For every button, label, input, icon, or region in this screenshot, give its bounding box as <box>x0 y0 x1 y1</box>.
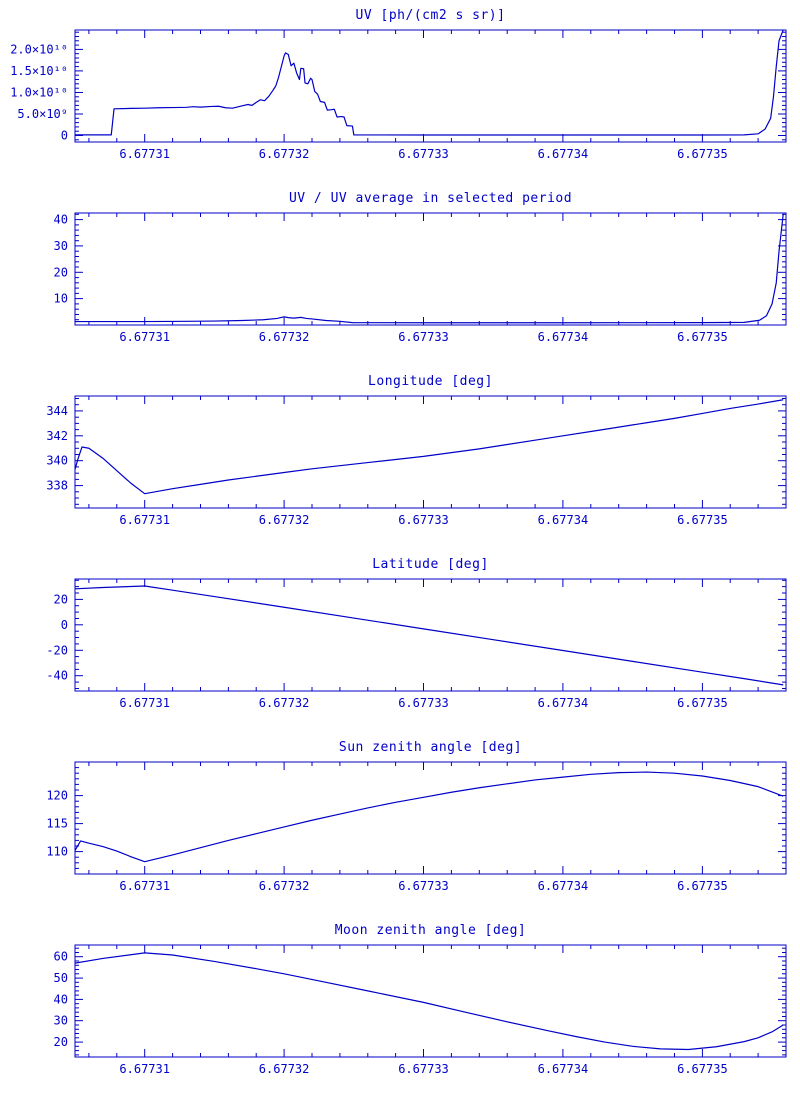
tick-marks <box>75 761 787 875</box>
tick-marks <box>75 213 787 326</box>
x-tick-label: 6.67735 <box>677 696 728 710</box>
y-tick-label: 30 <box>54 1014 68 1028</box>
sun-zenith-plot: 6.67731 6.67732 6.67733 6.67734 6.67735 110 11… <box>0 756 800 916</box>
x-tick-label: 6.67733 <box>398 696 449 710</box>
chart-latitude: Latitude [deg] 6.67731 6.67732 6.67733 6.67… <box>0 551 800 734</box>
chart-title-uv: UV [ph/(cm2 s sr)] <box>355 8 506 23</box>
x-tick-label: 6.67735 <box>677 330 728 344</box>
uv-plot: 6.67731 6.67732 6.67733 6.67734 6.67735 0 5.0×… <box>0 24 800 184</box>
x-tick-label: 6.67734 <box>538 513 589 527</box>
y-tick-label: 0 <box>61 129 68 143</box>
y-tick-label: 10 <box>54 292 68 306</box>
axis-box <box>74 944 787 1058</box>
moon-zenith-svg: 6.67731 6.67732 6.67733 6.67734 6.67735 20 30 4… <box>54 944 787 1076</box>
chart-title-uv-ratio: UV / UV average in selected period <box>288 191 573 206</box>
tick-marks <box>75 30 787 142</box>
chart-uv: UV [ph/(cm2 s sr)] 6.67731 6.67732 6.67733… <box>0 2 800 185</box>
x-tick-label: 6.67733 <box>398 147 449 161</box>
x-tick-label: 6.67735 <box>677 879 728 893</box>
moon-zenith-data-line <box>75 952 784 1051</box>
y-tick-label: 5.0×10⁹ <box>17 107 68 121</box>
y-tick-label: 342 <box>46 429 68 443</box>
chart-title-latitude: Latitude [deg] <box>372 557 489 572</box>
tick-marks <box>75 945 787 1057</box>
x-tick-label: 6.67732 <box>259 147 310 161</box>
y-tick-label: 60 <box>54 950 68 964</box>
x-tick-label: 6.67732 <box>259 1062 310 1076</box>
latitude-plot: 6.67731 6.67732 6.67733 6.67734 6.67735 -40 -2… <box>0 573 800 733</box>
x-tick-label: 6.67732 <box>259 696 310 710</box>
x-tick-label: 6.67733 <box>398 879 449 893</box>
y-tick-label: -40 <box>46 669 68 683</box>
x-tick-label: 6.67731 <box>119 1062 170 1076</box>
axis-box <box>74 395 787 509</box>
axis-box <box>74 578 787 692</box>
y-tick-label: -20 <box>46 643 68 657</box>
y-tick-label: 20 <box>54 592 68 606</box>
x-tick-label: 6.67734 <box>538 696 589 710</box>
x-tick-label: 6.67733 <box>398 1062 449 1076</box>
x-tick-label: 6.67732 <box>259 879 310 893</box>
x-tick-label: 6.67732 <box>259 330 310 344</box>
uv-ratio-data-line <box>75 214 784 324</box>
y-tick-label: 1.5×10¹⁰ <box>10 64 68 78</box>
y-tick-label: 115 <box>46 817 68 831</box>
x-tick-label: 6.67734 <box>538 330 589 344</box>
axis-box <box>74 212 787 326</box>
x-tick-label: 6.67732 <box>259 513 310 527</box>
chart-longitude: Longitude [deg] 6.67731 6.67732 6.67733 6.6… <box>0 368 800 551</box>
uv-data-line <box>75 30 784 136</box>
y-tick-label: 1.0×10¹⁰ <box>10 86 68 100</box>
x-tick-label: 6.67735 <box>677 147 728 161</box>
x-tick-label: 6.67733 <box>398 330 449 344</box>
latitude-data-line <box>75 585 784 686</box>
sun-zenith-data-line <box>75 771 784 863</box>
y-tick-label: 40 <box>54 992 68 1006</box>
y-tick-label: 340 <box>46 454 68 468</box>
chart-title-longitude: Longitude [deg] <box>368 374 493 389</box>
chart-title-moon-zenith: Moon zenith angle [deg] <box>334 923 527 938</box>
uv-svg: 6.67731 6.67732 6.67733 6.67734 6.67735 0 5.0×… <box>10 29 787 161</box>
y-tick-label: 0 <box>61 618 68 632</box>
y-tick-label: 50 <box>54 971 68 985</box>
chart-sun-zenith: Sun zenith angle [deg] 6.67731 6.67732 6.6… <box>0 734 800 917</box>
x-tick-label: 6.67731 <box>119 696 170 710</box>
y-tick-label: 120 <box>46 789 68 803</box>
x-tick-label: 6.67734 <box>538 1062 589 1076</box>
y-tick-label: 344 <box>46 404 68 418</box>
y-tick-label: 20 <box>54 1035 68 1049</box>
axis-box <box>74 29 787 143</box>
x-tick-label: 6.67731 <box>119 879 170 893</box>
x-tick-label: 6.67733 <box>398 513 449 527</box>
longitude-svg: 6.67731 6.67732 6.67733 6.67734 6.67735 338 34… <box>46 395 787 527</box>
y-tick-label: 110 <box>46 845 68 859</box>
tick-marks <box>75 396 787 508</box>
latitude-svg: 6.67731 6.67732 6.67733 6.67734 6.67735 -40 -2… <box>46 578 787 710</box>
y-tick-label: 30 <box>54 239 68 253</box>
uv-ratio-plot: 6.67731 6.67732 6.67733 6.67734 6.67735 10 20 3… <box>0 207 800 367</box>
y-tick-label: 338 <box>46 479 68 493</box>
uv-ratio-svg: 6.67731 6.67732 6.67733 6.67734 6.67735 10 20 3… <box>54 212 787 344</box>
y-tick-label: 40 <box>54 213 68 227</box>
chart-moon-zenith: Moon zenith angle [deg] 6.67731 6.67732 6.… <box>0 917 800 1100</box>
x-tick-label: 6.67731 <box>119 513 170 527</box>
y-tick-label: 2.0×10¹⁰ <box>10 42 68 56</box>
tick-marks <box>75 579 787 691</box>
axis-box <box>74 761 787 875</box>
x-tick-label: 6.67734 <box>538 879 589 893</box>
x-tick-label: 6.67731 <box>119 330 170 344</box>
x-tick-label: 6.67731 <box>119 147 170 161</box>
longitude-data-line <box>75 399 784 495</box>
sun-zenith-svg: 6.67731 6.67732 6.67733 6.67734 6.67735 110 11… <box>46 761 787 893</box>
x-tick-label: 6.67735 <box>677 1062 728 1076</box>
longitude-plot: 6.67731 6.67732 6.67733 6.67734 6.67735 338 34… <box>0 390 800 550</box>
y-tick-label: 20 <box>54 265 68 279</box>
x-tick-label: 6.67734 <box>538 147 589 161</box>
chart-uv-ratio: UV / UV average in selected period 6.677… <box>0 185 800 368</box>
chart-title-sun-zenith: Sun zenith angle [deg] <box>338 740 523 755</box>
moon-zenith-plot: 6.67731 6.67732 6.67733 6.67734 6.67735 20 30 4… <box>0 939 800 1099</box>
x-tick-label: 6.67735 <box>677 513 728 527</box>
